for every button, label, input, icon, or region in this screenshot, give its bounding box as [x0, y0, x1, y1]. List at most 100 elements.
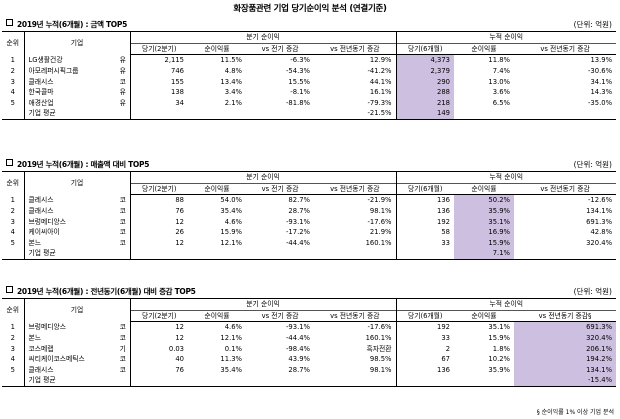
cumulative-vs-yoy: 320.4% — [586, 238, 613, 247]
rank-cell: 1 — [2, 54, 25, 66]
market-code: 유 — [116, 65, 131, 77]
company-name: 케이씨아이 — [28, 228, 60, 237]
page-title: 화장품관련 기업 당기순이익 분석 (연결기준) — [233, 4, 387, 14]
table-row: 1 브렁메디앙스 코 12 4.6% -93.1% -17.6% 192 35.… — [2, 321, 617, 333]
cumulative-profit: 67 — [441, 355, 451, 364]
cumulative-margin: 1.8% — [492, 344, 511, 353]
cumulative-profit: 136 — [437, 196, 451, 205]
table-row: 4 한국콜마 유 138 3.4% -8.1% 16.1% 288 3.6% 1… — [2, 86, 616, 98]
cumulative-profit: 218 — [396, 97, 455, 109]
quarter-vs-yoy: 12.9% — [314, 54, 397, 66]
average-quarter-vs-yoy — [314, 248, 397, 260]
quarter-vs-prev: 15.5% — [288, 77, 311, 86]
quarter-margin: 15.9% — [220, 228, 243, 237]
average-row: 기업 평균 -21.5% 149 — [2, 108, 617, 120]
cumulative-margin: 35.9% — [454, 205, 515, 217]
average-cumulative-vs-yoy — [514, 248, 617, 260]
company-name: LG생활건강 — [28, 56, 63, 65]
company-name: 클레시스 — [28, 196, 54, 205]
table-row: 5 본느 코 12 12.1% -44.4% 160.1% 33 15.9% 3… — [2, 237, 616, 249]
market-code: 기 — [116, 343, 131, 354]
quarter-profit: 2,115 — [164, 56, 185, 65]
average-cumulative-margin — [454, 375, 515, 387]
quarter-vs-yoy: -17.6% — [314, 321, 397, 333]
header-company: 기업 — [24, 170, 131, 195]
table-row: 1 LG생활건강 유 2,115 11.5% -6.3% 12.9% 4,373… — [2, 54, 616, 66]
cumulative-profit: 33 — [441, 238, 451, 247]
quarter-vs-yoy: 21.9% — [314, 226, 397, 238]
ranking-table: 순위 기업 분기 순이익 누적 순이익 당기(2분기) 순이익률 vs 전기 증… — [2, 170, 617, 260]
company-name: 아모레퍼시픽그룹 — [28, 67, 79, 76]
rank-cell: 4 — [2, 86, 25, 98]
cumulative-vs-yoy: -30.6% — [587, 67, 613, 76]
section-title: 2019년 누적(6개월) : 금액 TOP5 — [6, 19, 127, 30]
cumulative-profit: 290 — [396, 76, 455, 87]
cumulative-vs-yoy: 206.1% — [514, 343, 617, 354]
cumulative-vs-yoy: 13.9% — [590, 56, 613, 65]
header-cumulative-vs-yoy: vs 전년동기 증감§ — [514, 309, 617, 323]
market-code: 코 — [116, 194, 131, 206]
cumulative-margin: 35.1% — [488, 323, 511, 332]
cumulative-margin: 3.6% — [492, 88, 511, 97]
header-cumulative-margin: 순이익률 — [454, 42, 515, 56]
average-label: 기업 평균 — [24, 248, 131, 260]
average-cumulative-margin — [454, 108, 515, 120]
header-rank: 순위 — [2, 170, 25, 195]
table-row: 5 애경산업 유 34 2.1% -81.8% -79.3% 218 6.5% … — [2, 97, 616, 109]
average-label: 기업 평균 — [24, 108, 131, 120]
quarter-vs-yoy: 98.1% — [314, 205, 397, 217]
average-cumulative-margin: 7.1% — [454, 248, 515, 260]
quarter-vs-yoy: -41.2% — [314, 65, 397, 77]
quarter-vs-prev: 82.7% — [288, 196, 311, 205]
quarter-margin: 35.4% — [220, 365, 243, 374]
header-cumulative-group: 누적 순이익 — [396, 298, 617, 311]
cumulative-profit: 2 — [445, 344, 451, 353]
quarter-vs-yoy: 16.1% — [314, 86, 397, 98]
rank-cell: 1 — [2, 194, 25, 206]
quarter-profit: 76 — [175, 365, 185, 374]
average-quarter-vs-yoy: -21.5% — [314, 108, 397, 120]
table-row: 5 클래시스 코 76 35.4% 28.7% 98.1% 136 35.9% … — [2, 364, 617, 376]
quarter-vs-yoy: -79.3% — [314, 97, 397, 109]
section-1: 2019년 누적(6개월) : 금액 TOP5 (단위: 억원) 순위 기업 분… — [2, 18, 617, 120]
market-code: 유 — [116, 86, 131, 98]
quarter-vs-yoy: -17.6% — [314, 216, 397, 227]
quarter-profit: 12 — [175, 238, 185, 247]
cumulative-vs-yoy: 134.1% — [514, 364, 617, 376]
market-code: 코 — [116, 321, 131, 333]
header-quarter-margin: 순이익률 — [188, 42, 247, 56]
quarter-vs-prev: -44.4% — [285, 238, 311, 247]
average-row: 기업 평균 7.1% — [2, 248, 617, 260]
header-cumulative-group: 누적 순이익 — [396, 171, 617, 184]
quarter-vs-yoy: 44.1% — [314, 76, 397, 87]
average-cumulative-vs-yoy: -15.4% — [514, 375, 617, 387]
quarter-profit: 40 — [175, 355, 185, 364]
quarter-profit: 34 — [175, 98, 185, 107]
cumulative-margin: 15.9% — [454, 237, 515, 249]
market-code: 코 — [116, 205, 131, 217]
unit-label: (단위: 억원) — [573, 160, 612, 169]
header-quarter-group: 분기 순이익 — [130, 171, 397, 184]
cumulative-margin: 16.9% — [454, 226, 515, 238]
cumulative-vs-yoy: -35.0% — [587, 98, 613, 107]
header-quarter-vs-prev: vs 전기 증감 — [246, 182, 315, 196]
rank-cell: 5 — [2, 97, 25, 109]
ranking-table: 순위 기업 분기 순이익 누적 순이익 당기(2분기) 순이익률 vs 전기 증… — [2, 297, 617, 387]
table-row: 3 코스메랩 기 0.03 0.1% -98.4% 흑자전환 2 1.8% 20… — [2, 343, 617, 354]
cumulative-profit: 288 — [396, 86, 455, 98]
cumulative-profit: 4,373 — [396, 54, 455, 66]
company-name: 클래시스 — [28, 207, 54, 216]
cumulative-vs-yoy: 34.1% — [590, 77, 613, 86]
quarter-profit: 88 — [175, 196, 185, 205]
ranking-table: 순위 기업 분기 순이익 누적 순이익 당기(2분기) 순이익률 vs 전기 증… — [2, 30, 617, 120]
company-name: 본느 — [28, 334, 42, 343]
quarter-vs-yoy: 98.5% — [314, 353, 397, 365]
square-bullet-icon — [6, 19, 13, 26]
rank-cell: 4 — [2, 226, 25, 238]
header-quarter-profit: 당기(2분기) — [130, 309, 189, 323]
header-cumulative-margin: 순이익률 — [454, 309, 515, 323]
quarter-margin: 4.8% — [224, 67, 243, 76]
cumulative-vs-yoy: 194.2% — [514, 353, 617, 365]
rank-cell: 3 — [2, 216, 25, 227]
quarter-margin: 4.6% — [224, 217, 243, 226]
